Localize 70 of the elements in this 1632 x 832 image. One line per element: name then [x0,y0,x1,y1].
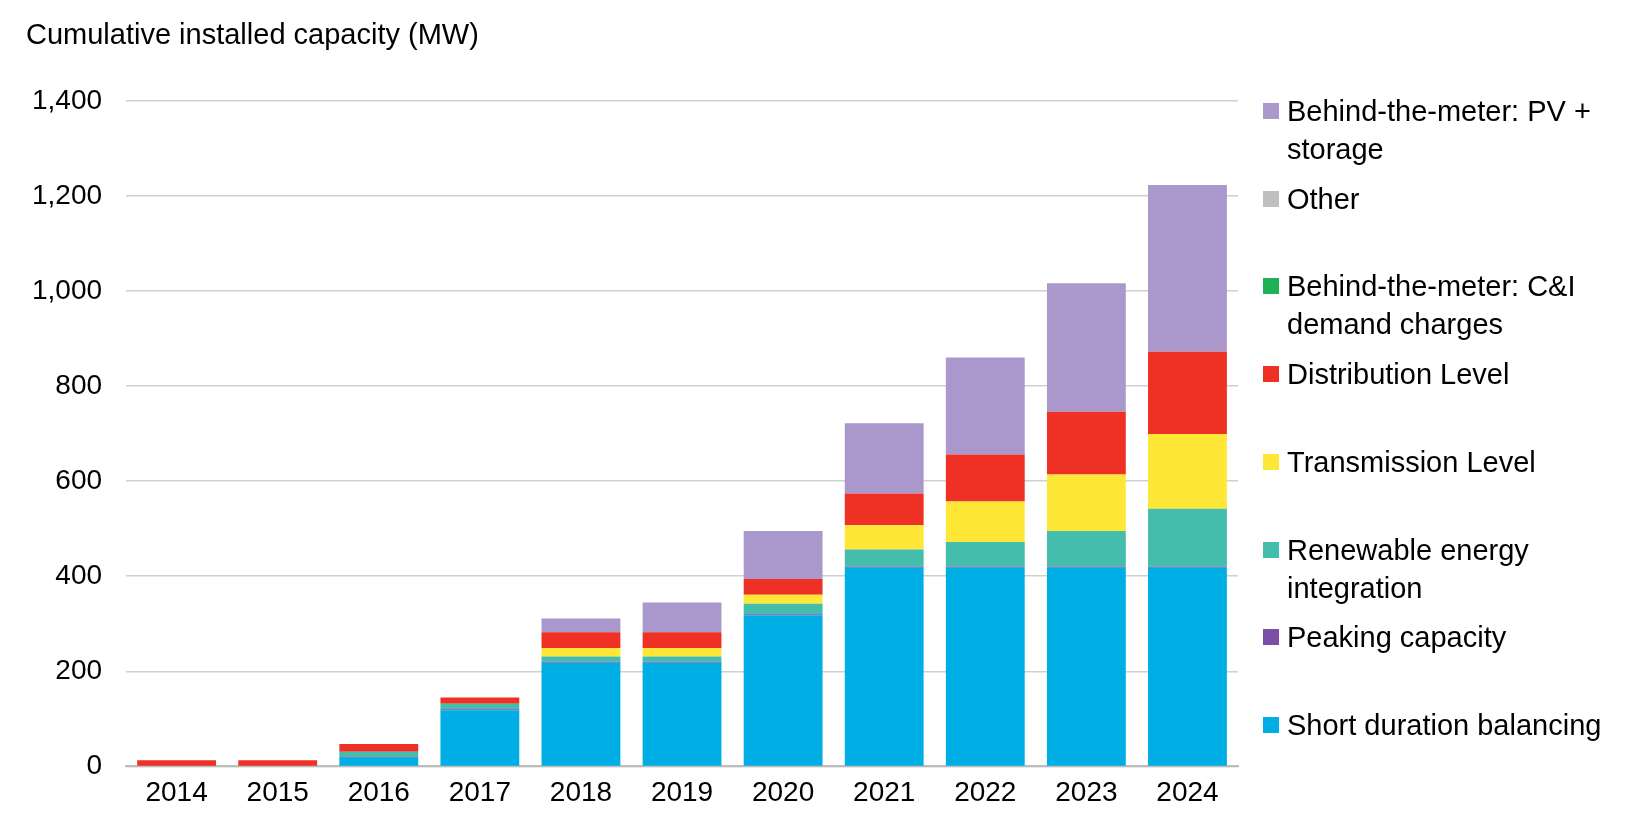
bar [1046,474,1126,532]
legend-label: Behind-the-meter: C&I demand charges [1287,269,1577,343]
bar [541,656,621,662]
bar [844,493,924,526]
legend-label: Other [1287,181,1360,217]
bar [844,549,924,567]
bar [642,602,722,633]
x-tick-label: 2015 [246,775,309,807]
y-tick-label: 200 [55,654,103,686]
bar [1148,567,1227,766]
bar [844,525,924,550]
bar [1046,411,1126,475]
bar [743,603,823,615]
bar [238,760,318,766]
y-tick-label: 1,000 [31,273,103,305]
bar [642,632,722,649]
bar [945,454,1025,502]
y-tick-label: 800 [55,368,103,400]
x-tick-label: 2014 [145,775,208,807]
bar [642,656,722,662]
bar [1046,567,1126,766]
bar [1148,351,1227,435]
y-axis-title: Cumulative installed capacity (MW) [26,18,479,51]
bar [1148,434,1227,509]
x-tick-label: 2018 [549,775,613,807]
legend-label: Transmission Level [1287,444,1536,480]
bar [1046,531,1126,567]
y-tick-label: 1,200 [31,178,103,210]
y-tick-label: 400 [55,558,103,590]
bar [541,662,621,766]
x-tick-label: 2020 [751,775,815,807]
bar [743,531,823,580]
bar [339,757,419,766]
legend-label: Renewable energy integration [1287,532,1530,606]
y-tick-label: 600 [55,463,103,495]
bar [945,567,1025,766]
bar [945,501,1025,542]
bar [1046,283,1126,412]
x-tick-label: 2022 [954,775,1017,807]
bar [137,760,217,766]
bar [1148,508,1227,567]
bar [945,357,1025,455]
x-tick-label: 2016 [347,775,410,807]
y-tick-label: 0 [86,749,103,781]
x-tick-label: 2023 [1055,775,1118,807]
bar [642,648,722,657]
bar [440,697,520,704]
bar [1148,184,1227,352]
bar [541,632,621,649]
bar [541,648,621,657]
bar [440,710,520,766]
x-tick-label: 2024 [1156,775,1219,807]
bar [743,594,823,604]
bar [945,542,1025,567]
x-tick-label: 2017 [448,775,512,807]
bar [743,579,823,595]
bar [541,618,621,633]
bar [339,751,419,757]
bar [844,567,924,766]
bar [642,662,722,766]
legend-label: Peaking capacity [1287,620,1507,656]
bar [844,423,924,494]
legend-label: Distribution Level [1287,357,1510,393]
y-tick-label: 1,400 [31,83,103,115]
legend-label: Short duration balancing [1287,707,1602,743]
x-tick-label: 2019 [650,775,714,807]
x-tick-label: 2021 [853,775,916,807]
bar [339,744,419,752]
bar [743,615,823,766]
legend-label: Behind-the-meter: PV + storage [1287,94,1592,167]
